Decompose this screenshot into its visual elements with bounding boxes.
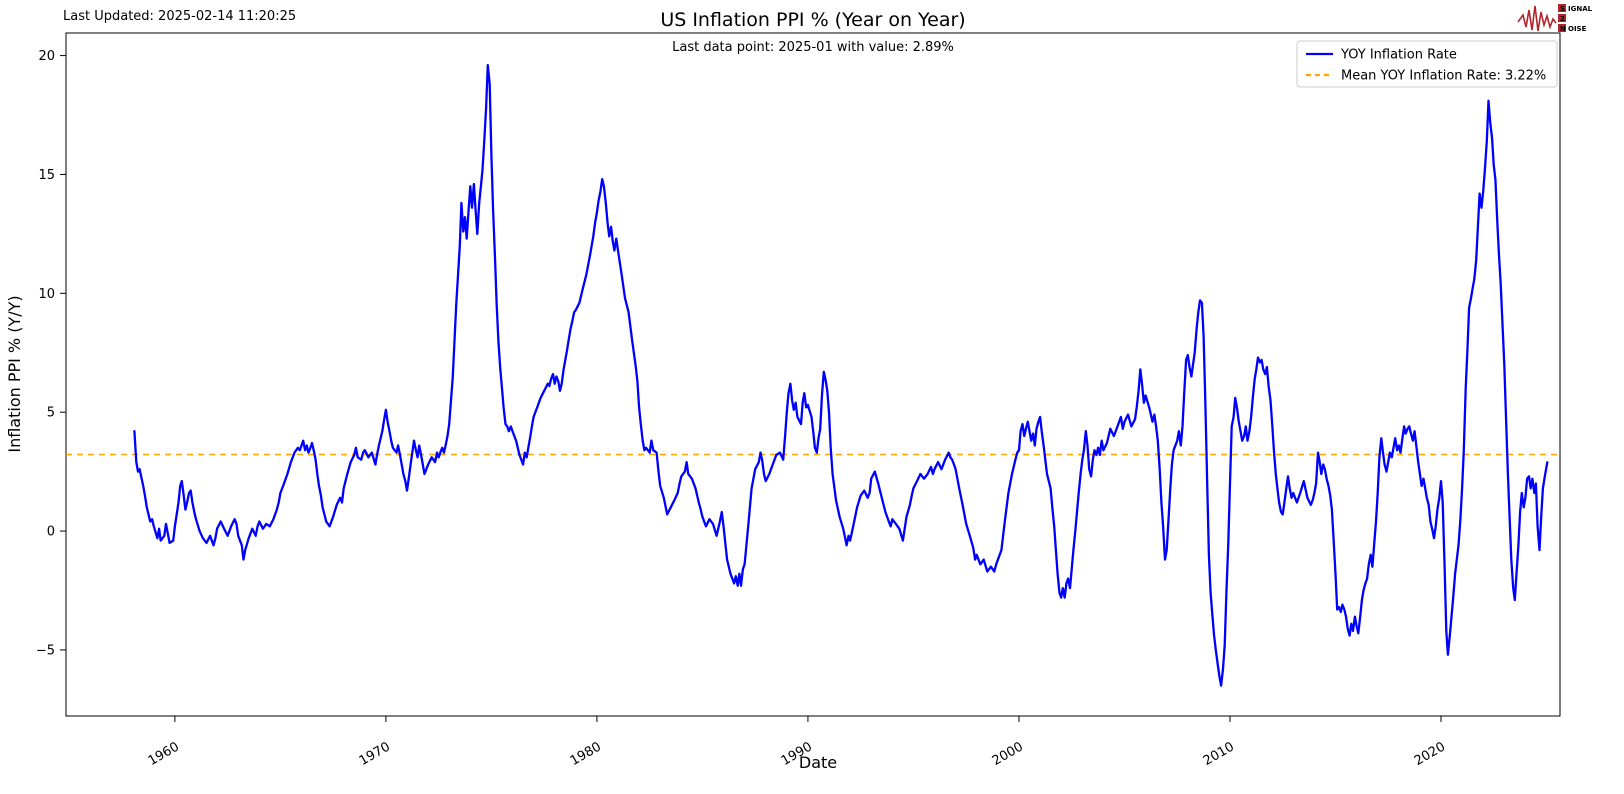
x-tick-label: 1980 [568, 739, 604, 769]
plot-border [65, 32, 1561, 717]
y-axis-label: Inflation PPI % (Y/Y) [5, 295, 24, 452]
logo-initial-3: N [1560, 25, 1566, 33]
y-tick-label: 20 [38, 49, 55, 64]
x-tick-label: 2000 [990, 739, 1026, 769]
y-tick-label: 0 [47, 525, 55, 540]
x-tick-label: 1970 [357, 739, 393, 769]
waveform-icon [1517, 5, 1557, 32]
logo-initial-2: 2 [1560, 15, 1565, 23]
x-tick-label: 2010 [1201, 739, 1237, 769]
logo-box-2 [1558, 14, 1566, 22]
yoy-inflation-line [133, 63, 1549, 687]
y-tick-label: 5 [47, 406, 55, 421]
legend-label: YOY Inflation Rate [1340, 48, 1457, 63]
legend: YOY Inflation Rate Mean YOY Inflation Rat… [1296, 40, 1558, 88]
y-tick-label: 10 [38, 287, 55, 302]
legend-label: Mean YOY Inflation Rate: 3.22% [1341, 69, 1546, 84]
x-tick-label: 2020 [1412, 739, 1448, 769]
logo-line-3: OISE [1568, 25, 1587, 33]
legend-box [1296, 40, 1558, 88]
y-tick-label: 15 [38, 168, 55, 183]
signal2noise-logo: S IGNAL 2 N OISE [1517, 4, 1593, 33]
logo-box-s [1558, 4, 1566, 12]
page-title: US Inflation PPI % (Year on Year) [660, 9, 965, 31]
logo-line-1: IGNAL [1568, 5, 1593, 13]
x-axis-label: Date [799, 753, 837, 772]
logo-initial-1: S [1560, 5, 1565, 13]
x-tick-label: 1960 [146, 739, 182, 769]
chart-subtitle: Last data point: 2025-01 with value: 2.8… [672, 40, 954, 55]
last-updated-label: Last Updated: 2025-02-14 11:20:25 [63, 9, 296, 24]
y-tick-label: −5 [36, 643, 55, 658]
logo-box-n [1558, 24, 1566, 32]
